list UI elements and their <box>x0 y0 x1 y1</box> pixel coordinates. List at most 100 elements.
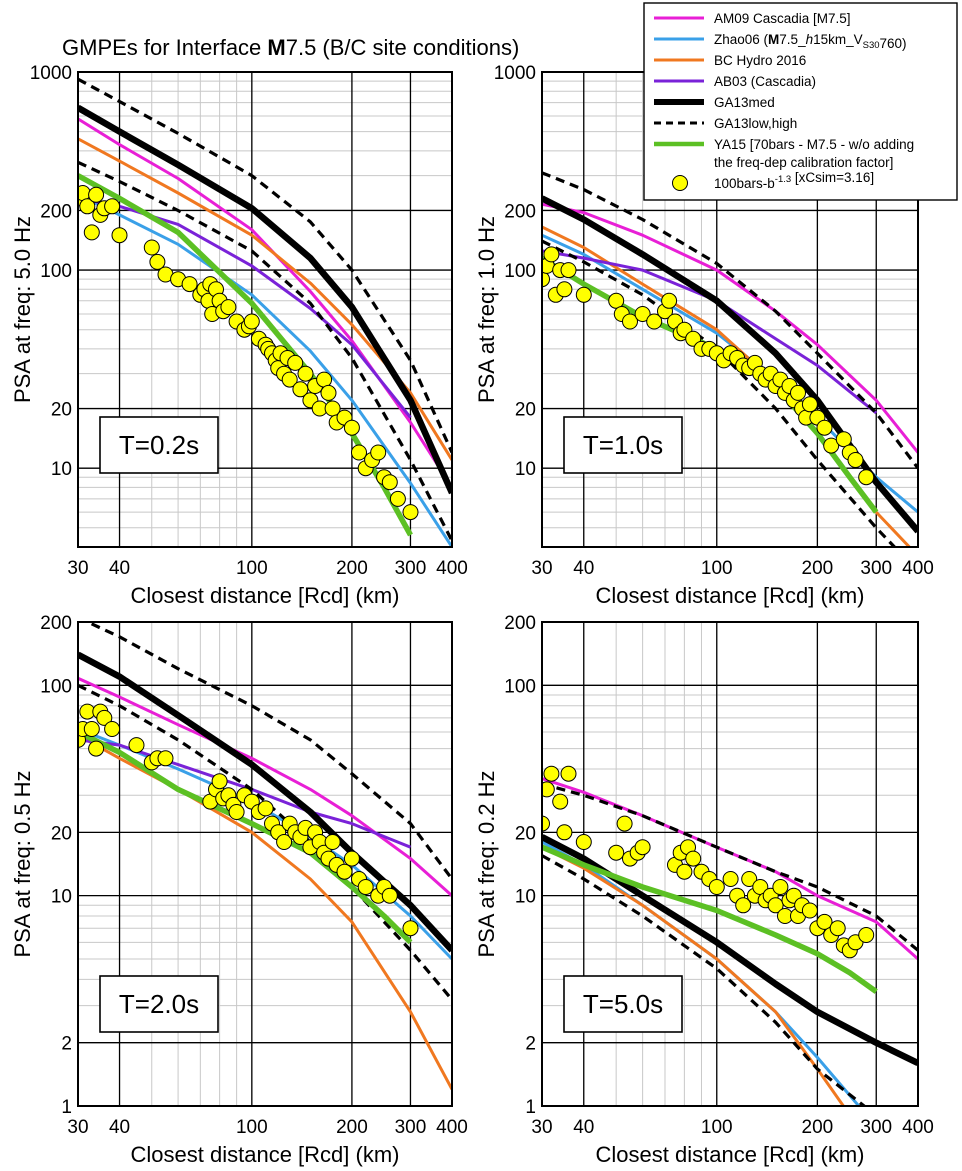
sim-point <box>560 765 577 782</box>
series-zhao06-line <box>78 193 452 547</box>
series-ga13lowhigh-line <box>542 854 867 1106</box>
sim-point <box>370 444 387 461</box>
sim-point <box>320 384 337 401</box>
sim-point <box>128 737 145 754</box>
series-ga13lowhigh-line <box>78 77 452 454</box>
y-tick-label: 1000 <box>30 63 72 84</box>
period-label: T=0.2s <box>119 430 199 460</box>
x-tick-label: 200 <box>336 558 368 579</box>
y-tick-label: 20 <box>51 400 72 421</box>
x-tick-label: 30 <box>67 1117 88 1138</box>
sim-point <box>149 253 166 270</box>
sim-point <box>556 824 573 841</box>
sim-point <box>381 474 398 491</box>
series-ga13lowhigh-line <box>83 622 452 880</box>
sim-point <box>543 246 560 263</box>
sim-point <box>287 354 304 371</box>
legend-label-bchydro: BC Hydro 2016 <box>714 53 806 68</box>
period-box <box>99 416 219 474</box>
x-tick-label: 30 <box>531 558 552 579</box>
y-tick-label: 200 <box>40 201 72 222</box>
sim-point <box>847 452 864 468</box>
sim-point <box>83 224 100 241</box>
sim-point <box>276 834 293 850</box>
sim-point <box>88 740 105 757</box>
sim-point <box>829 920 846 937</box>
series-layer <box>542 171 918 547</box>
sim-point <box>560 262 577 279</box>
sim-point <box>790 384 806 401</box>
sim-point <box>735 897 752 914</box>
sim-point <box>143 239 160 256</box>
sim-point <box>243 313 260 330</box>
y-tick-label: 100 <box>40 261 72 282</box>
figure-title: GMPEs for Interface M7.5 (B/C site condi… <box>62 35 519 60</box>
legend: AM09 Cascadia [M7.5] Zhao06 (M7.5_h15km_V… <box>643 2 958 201</box>
x-tick-label: 200 <box>802 1117 834 1138</box>
series-bchydro-line <box>542 845 846 1106</box>
sim-point <box>634 839 651 856</box>
x-axis-label: Closest distance [Rcd] (km) <box>131 1142 400 1167</box>
x-tick-label: 300 <box>395 558 427 579</box>
series-bchydro-line <box>78 733 452 1091</box>
legend-label-ya15: YA15 [70bars - M7.5 - w/o adding <box>714 137 914 152</box>
x-tick-label: 30 <box>67 558 88 579</box>
x-tick-label: 400 <box>902 558 934 579</box>
y-tick-label: 20 <box>515 400 536 421</box>
panel-3: 30 40 100 200 300 400 1 2 10 20 100 200 Closest dist… <box>10 613 468 1167</box>
sim-point <box>343 850 360 867</box>
y-tick-label: 100 <box>504 261 536 282</box>
x-tick-label: 40 <box>109 1117 130 1138</box>
sim-point <box>801 396 818 413</box>
sim-point <box>685 850 702 867</box>
sim-point <box>676 863 693 880</box>
series-ga13lowhigh-line <box>78 683 452 1001</box>
series-layer <box>78 622 452 1091</box>
panel-1: 30 40 100 200 300 400 10 20 100 200 1000 Closest di… <box>10 63 468 608</box>
x-tick-label: 30 <box>531 1117 552 1138</box>
series-layer <box>78 77 452 547</box>
x-tick-label: 300 <box>860 1117 892 1138</box>
legend-label-ab03: AB03 (Cascadia) <box>714 74 816 89</box>
period-label: T=5.0s <box>583 989 663 1019</box>
x-tick-label: 40 <box>109 558 130 579</box>
sim-point <box>741 871 758 887</box>
y-tick-label: 2 <box>525 1034 536 1055</box>
y-axis-label: PSA at freq: 0.2 Hz <box>474 770 499 957</box>
series-ga13med-line <box>78 104 452 495</box>
legend-symbol-sim <box>672 175 688 191</box>
sim-point <box>220 299 237 316</box>
period-label: T=1.0s <box>583 430 663 460</box>
legend-label-am09: AM09 Cascadia [M7.5] <box>714 11 851 26</box>
series-ya15-line <box>542 844 878 994</box>
series-am09-line <box>78 676 452 897</box>
x-tick-label: 400 <box>436 1117 468 1138</box>
sim-point <box>228 804 245 820</box>
sim-point <box>767 897 784 914</box>
sim-point <box>772 879 789 895</box>
x-tick-label: 100 <box>701 558 733 579</box>
y-tick-label: 10 <box>515 887 536 908</box>
sim-point <box>543 765 560 782</box>
y-tick-label: 100 <box>40 676 72 697</box>
y-tick-label: 200 <box>40 613 72 634</box>
sim-point <box>357 879 374 895</box>
sim-point <box>83 721 100 737</box>
sim-point <box>661 292 678 309</box>
period-box <box>563 975 683 1033</box>
sim-point <box>281 371 298 388</box>
plot-frame <box>541 621 919 1107</box>
sim-point <box>402 920 419 937</box>
sim-point <box>722 871 739 887</box>
x-tick-label: 300 <box>860 558 892 579</box>
sim-point <box>257 800 274 817</box>
sim-point <box>351 444 367 461</box>
x-tick-label: 400 <box>902 1117 934 1138</box>
sim-point <box>801 902 818 919</box>
sim-point <box>316 371 333 388</box>
series-ga13lowhigh-line <box>78 160 452 542</box>
x-axis-label: Closest distance [Rcd] (km) <box>596 583 865 608</box>
legend-label-ga13med: GA13med <box>714 95 775 110</box>
x-tick-label: 100 <box>236 558 268 579</box>
legend-label-sim: 100bars-b-1.3 [xCsim=3.16] <box>714 170 874 191</box>
